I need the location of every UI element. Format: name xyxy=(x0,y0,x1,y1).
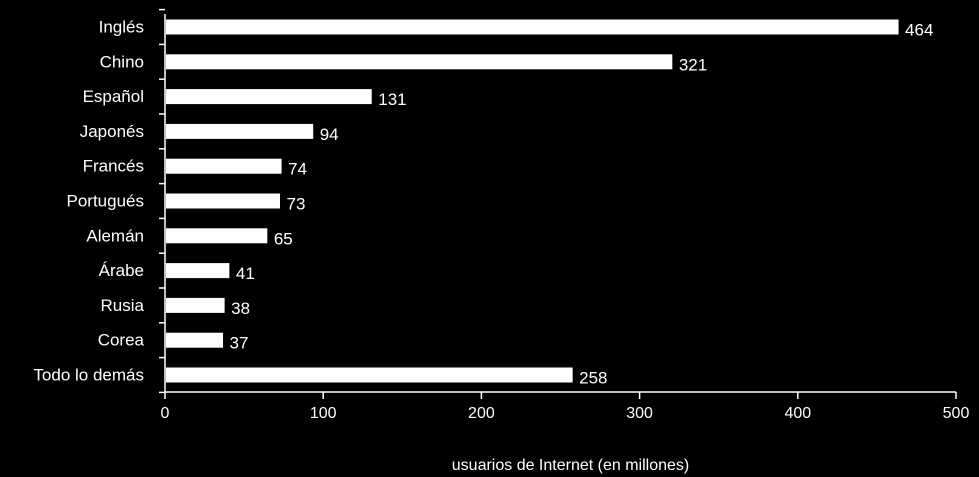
data-label: 65 xyxy=(274,229,293,248)
category-label: Corea xyxy=(98,331,145,350)
category-label: Árabe xyxy=(99,261,144,280)
category-label: Todo lo demás xyxy=(33,365,144,384)
data-label: 41 xyxy=(236,264,255,283)
bar xyxy=(165,262,231,280)
category-label: Francés xyxy=(83,157,144,176)
data-label: 38 xyxy=(231,299,250,318)
bar xyxy=(165,53,674,71)
x-tick-label: 500 xyxy=(943,405,970,422)
data-label: 258 xyxy=(579,368,607,387)
bar xyxy=(165,366,574,384)
category-label: Chino xyxy=(100,52,144,71)
bar xyxy=(165,227,269,245)
data-label: 321 xyxy=(679,55,707,74)
data-label: 464 xyxy=(905,20,933,39)
category-label: Español xyxy=(83,87,144,106)
labels-group: Inglés 464 Chino 321 Español 131 Japonés 94 Fran… xyxy=(33,17,969,422)
data-label: 131 xyxy=(378,90,406,109)
bar xyxy=(165,122,315,140)
x-tick-label: 0 xyxy=(161,405,170,422)
data-label: 94 xyxy=(320,125,339,144)
data-label: 74 xyxy=(288,160,307,179)
bar xyxy=(165,296,226,314)
category-label: Portugués xyxy=(67,191,145,210)
bar xyxy=(165,18,900,36)
bar xyxy=(165,157,283,175)
x-tick-label: 300 xyxy=(626,405,653,422)
data-label: 73 xyxy=(286,194,305,213)
x-tick-label: 200 xyxy=(468,405,495,422)
data-label: 37 xyxy=(230,334,249,353)
x-axis-title: usuarios de Internet (en millones) xyxy=(452,457,689,474)
bar xyxy=(165,88,373,106)
x-tick-label: 100 xyxy=(310,405,337,422)
bar xyxy=(165,331,225,349)
category-label: Japonés xyxy=(80,122,144,141)
axes-group xyxy=(164,14,956,393)
bar xyxy=(165,192,281,210)
category-label: Alemán xyxy=(86,226,144,245)
x-tick-label: 400 xyxy=(784,405,811,422)
category-label: Inglés xyxy=(99,17,144,36)
category-label: Rusia xyxy=(101,296,145,315)
